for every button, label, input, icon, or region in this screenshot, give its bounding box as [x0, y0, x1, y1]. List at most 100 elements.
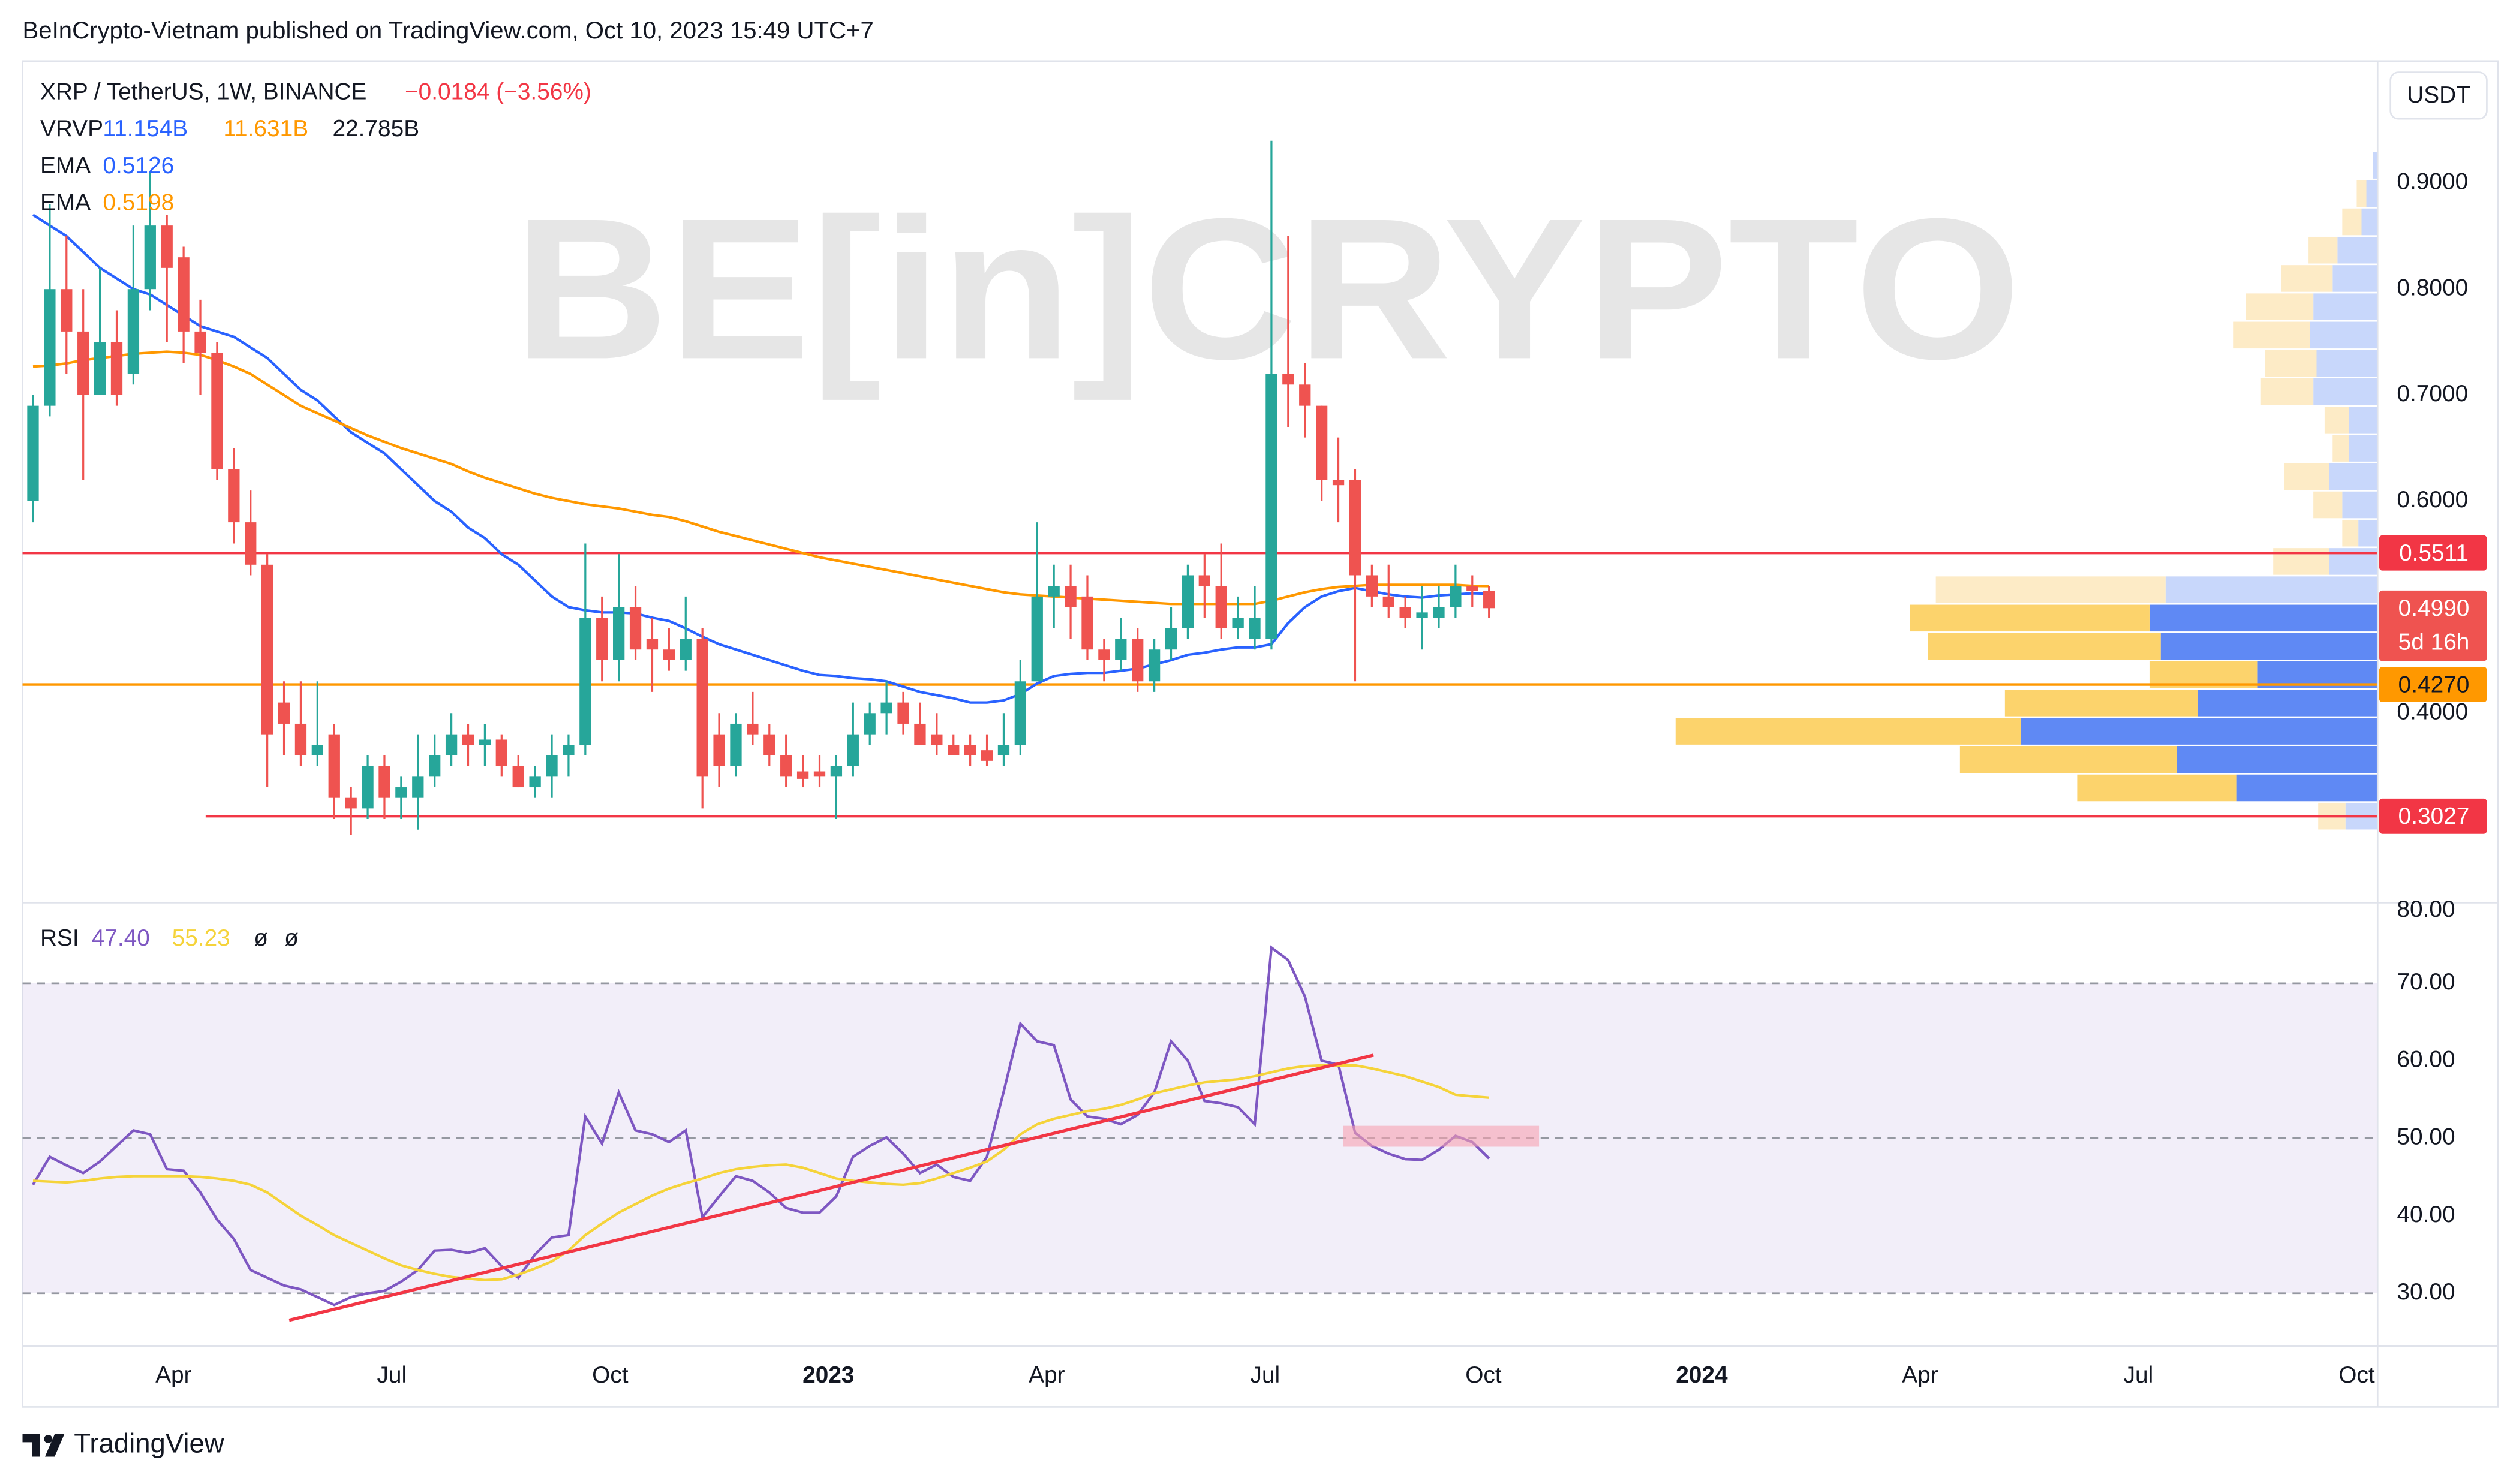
y-tick-label: 0.8000: [2397, 275, 2468, 300]
candle-body: [563, 745, 575, 755]
volume-up-bar: [2177, 746, 2378, 773]
candle-body: [680, 639, 692, 660]
candle-body: [378, 766, 390, 798]
candle-body: [512, 766, 524, 788]
candle-body: [1014, 681, 1027, 745]
volume-up-bar: [2337, 236, 2378, 264]
candle-body: [1349, 480, 1361, 576]
axes: Apr Jul Oct 2023 Apr Jul Oct 2024 Apr Jul Oct 0.400…: [155, 169, 2487, 1388]
volume-up-bar: [2366, 180, 2378, 207]
rsi-trendline: [288, 1053, 1374, 1322]
candle-body: [311, 745, 324, 755]
candle-body: [529, 776, 541, 788]
candle-body: [1232, 618, 1244, 628]
candle-body: [914, 723, 926, 745]
candle-body: [27, 405, 39, 501]
candle-body: [261, 564, 273, 735]
candle-body: [1282, 374, 1294, 385]
rsi-tick-label: 40.00: [2397, 1202, 2455, 1227]
candle-body: [1098, 649, 1110, 660]
volume-down-bar: [2356, 180, 2367, 207]
candle-body: [948, 745, 960, 755]
candle-body: [579, 618, 591, 745]
candle-body: [1366, 575, 1378, 597]
candle-body: [1433, 607, 1445, 618]
volume-total: 11.631B: [223, 116, 308, 142]
volume-down-bar: [2332, 435, 2349, 462]
candle-body: [964, 745, 976, 755]
x-tick-label: Oct: [2338, 1362, 2375, 1388]
publisher-line: BeInCrypto-Vietnam published on TradingV…: [23, 17, 874, 44]
rsi-tick-label: 70.00: [2397, 969, 2455, 995]
legend: XRP / TetherUS, 1W, BINANCE −0.0184 (−3.…: [40, 79, 591, 952]
indicator-name: EMA: [40, 153, 91, 179]
x-tick-label: 2023: [802, 1362, 854, 1388]
y-tick-label: 0.4000: [2397, 699, 2468, 725]
indicator-name: RSI: [40, 925, 79, 951]
x-tick-label: Apr: [1902, 1362, 1938, 1388]
candle-body: [830, 766, 843, 777]
candle-body: [1416, 612, 1428, 618]
volume-down-bar: [2324, 407, 2349, 434]
volume-up-bar: [2236, 774, 2378, 802]
candle-body: [1399, 607, 1411, 618]
price-change: −0.0184 (−3.56%): [405, 79, 591, 105]
candle-body: [931, 734, 943, 745]
candle-body: [479, 739, 491, 745]
volume-down-bar: [1935, 576, 2166, 603]
candle-body: [462, 734, 474, 745]
candle-body: [144, 225, 156, 290]
volume-total: 22.785B: [332, 116, 419, 142]
x-tick-label: Jul: [2124, 1362, 2154, 1388]
volume-down-bar: [2265, 350, 2317, 377]
candle-body: [796, 771, 809, 779]
last-price-label: 0.4990: [2398, 595, 2470, 621]
volume-up-bar: [2313, 293, 2378, 320]
candle-body: [1182, 575, 1194, 628]
candle-body: [813, 771, 826, 777]
candle-body: [1215, 586, 1227, 628]
volume-down-bar: [2246, 293, 2314, 320]
indicator-value: 47.40: [92, 925, 150, 951]
candle-body: [395, 787, 407, 798]
footer-brand: TradingView: [74, 1428, 224, 1459]
symbol: XRP / TetherUS, 1W, BINANCE: [40, 79, 367, 105]
volume-up-bar: [2316, 350, 2378, 377]
volume-down-bar: [2260, 378, 2314, 405]
indicator-name: EMA: [40, 189, 91, 215]
candle-body: [94, 342, 106, 395]
bar-countdown: 5d 16h: [2398, 629, 2470, 655]
ema-line: [32, 350, 1489, 606]
candle-body: [1483, 591, 1495, 609]
candle-body: [194, 331, 206, 353]
x-tick-label: Apr: [1029, 1362, 1065, 1388]
candle-body: [663, 649, 675, 660]
x-tick-label: Jul: [1251, 1362, 1280, 1388]
candle-body: [1148, 649, 1161, 682]
indicator-value: ø: [284, 925, 299, 951]
price-pane: [22, 140, 2378, 835]
logo-mark: [22, 1434, 65, 1457]
volume-up-bar: [2329, 463, 2378, 490]
candle-body: [864, 713, 876, 735]
candle-body: [1048, 586, 1060, 597]
candle-body: [110, 342, 123, 395]
candle-body: [1316, 405, 1328, 480]
candle-body: [546, 755, 558, 777]
volume-up-bar: [2165, 576, 2378, 603]
volume-down-bar: [2281, 265, 2333, 292]
level-label: 0.3027: [2398, 803, 2470, 829]
rsi-tick-label: 80.00: [2397, 896, 2455, 922]
volume-up-bar: [2198, 690, 2378, 717]
indicator-value: ø: [254, 925, 268, 951]
candle-body: [161, 225, 173, 268]
rsi-line: [32, 945, 1490, 1307]
candle-body: [228, 469, 240, 523]
candle-body: [847, 734, 859, 766]
volume-total: 11.154B: [103, 116, 188, 142]
candle-body: [981, 750, 993, 761]
axis-unit: USDT: [2407, 82, 2470, 108]
volume-up-bar: [2342, 491, 2378, 519]
volume-up-bar: [2358, 519, 2378, 547]
